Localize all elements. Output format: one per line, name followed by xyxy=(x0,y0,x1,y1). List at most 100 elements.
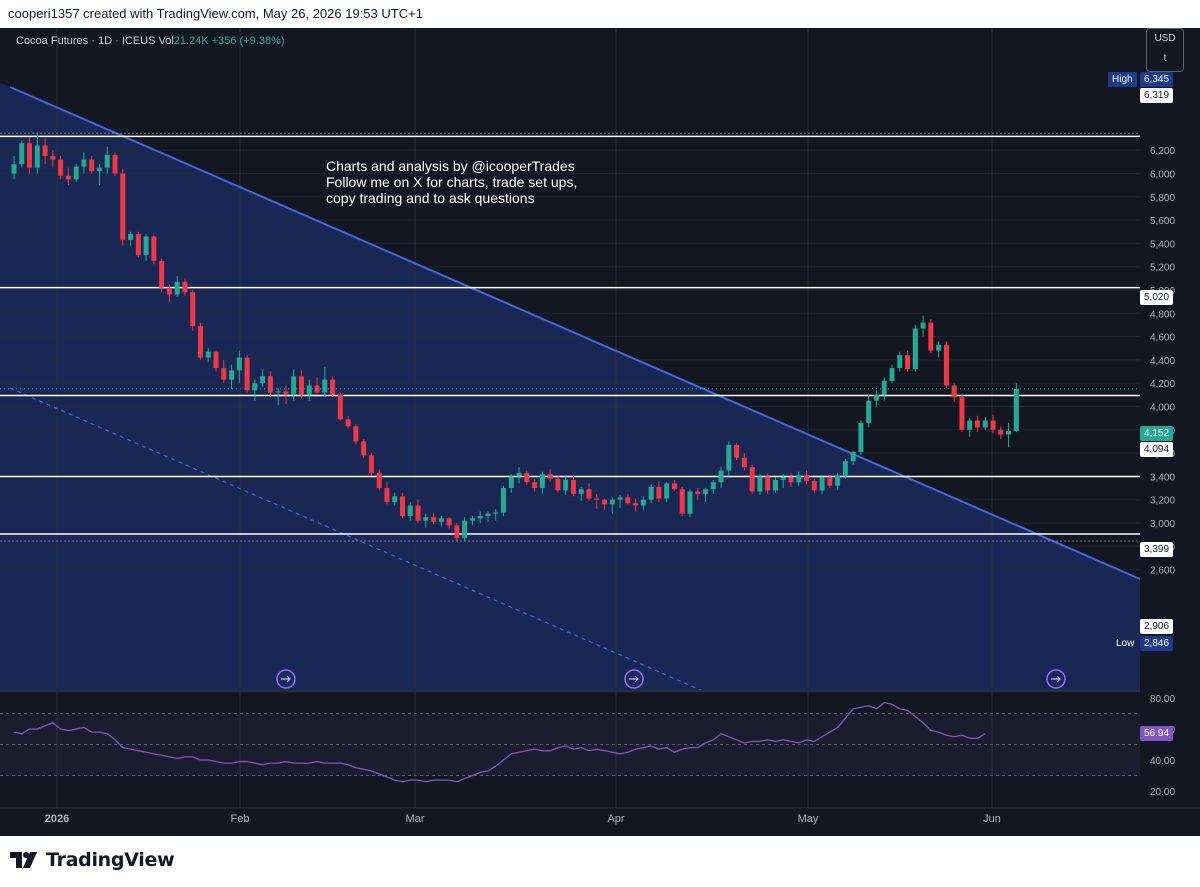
candle-body xyxy=(718,470,724,483)
candle-body xyxy=(951,385,957,398)
currency-unit-button[interactable]: USD t xyxy=(1146,28,1184,72)
chart-area[interactable]: 2,6002,8003,0003,2003,4003,6003,8004,000… xyxy=(0,28,1200,836)
volume-label: Vol xyxy=(158,35,174,47)
level-tag-5020[interactable]: 5,020 xyxy=(1140,290,1174,305)
chart-annotation[interactable]: Charts and analysis by @icooperTrades Fo… xyxy=(326,158,577,206)
candle-body xyxy=(353,426,359,442)
candle-body xyxy=(166,287,172,295)
chart-svg[interactable]: 2,6002,8003,0003,2003,4003,6003,8004,000… xyxy=(0,28,1200,836)
candle-body xyxy=(920,322,926,329)
candle-body xyxy=(337,394,343,420)
y-tick-label: 5,800 xyxy=(1150,193,1175,204)
x-tick-label: 2026 xyxy=(45,813,69,825)
rsi-tick-label: 40.00 xyxy=(1150,756,1175,767)
candle-body xyxy=(516,472,522,477)
candle-body xyxy=(539,474,545,489)
candle-body xyxy=(858,422,864,452)
y-tick-label: 3,000 xyxy=(1150,519,1175,530)
level-tag-4094[interactable]: 4,094 xyxy=(1140,442,1174,457)
candle-body xyxy=(50,156,56,160)
candle-body xyxy=(244,357,250,391)
y-tick-label: 4,600 xyxy=(1150,333,1175,344)
candle-body xyxy=(734,444,740,458)
candle-body xyxy=(912,328,918,370)
candle-body xyxy=(392,496,398,503)
candle-body xyxy=(508,476,514,489)
candle-body xyxy=(469,518,475,521)
tradingview-brand-text: TradingView xyxy=(46,849,175,871)
candle-body xyxy=(959,397,965,430)
tradingview-logo[interactable]: TradingView xyxy=(10,849,175,871)
level-tag-6319[interactable]: 6,319 xyxy=(1140,88,1174,103)
y-tick-label: 3,200 xyxy=(1150,496,1175,507)
candle-body xyxy=(532,482,538,489)
candle-body xyxy=(89,159,95,172)
rsi-value-tag: 56.94 xyxy=(1140,726,1174,741)
candle-body xyxy=(104,154,110,168)
candle-body xyxy=(889,368,895,381)
candle-body xyxy=(27,143,33,168)
candle-body xyxy=(345,419,351,427)
candle-body xyxy=(609,499,615,505)
candle-body xyxy=(602,499,608,505)
attribution-header: cooperi1357 created with TradingView.com… xyxy=(0,0,1200,28)
candle-body xyxy=(594,498,600,500)
candle-body xyxy=(65,175,71,180)
candle-body xyxy=(446,518,452,526)
rsi-tick-label: 80.00 xyxy=(1150,694,1175,705)
y-tick-label: 4,200 xyxy=(1150,379,1175,390)
symbol-legend[interactable]: Cocoa Futures · 1D · ICEUS Vol21.24K +35… xyxy=(16,35,285,47)
annotation-line-2: Follow me on X for charts, trade set ups… xyxy=(326,174,578,190)
candle-body xyxy=(905,355,911,370)
candle-body xyxy=(835,475,841,486)
candle-body xyxy=(151,236,157,261)
currency-unit: t xyxy=(1163,53,1167,64)
candle-body xyxy=(221,368,227,380)
level-tag-2906[interactable]: 2,906 xyxy=(1140,619,1174,634)
y-tick-label: 2,600 xyxy=(1150,566,1175,577)
channel-fill xyxy=(0,82,1140,692)
candle-body xyxy=(213,351,219,369)
candle-body xyxy=(710,482,716,490)
candle-body xyxy=(182,281,188,293)
y-tick-label: 3,400 xyxy=(1150,472,1175,483)
candle-body xyxy=(943,344,949,386)
candle-body xyxy=(291,376,297,395)
candle-body xyxy=(454,525,460,539)
candle-body xyxy=(679,489,685,514)
candle-body xyxy=(873,394,879,401)
rsi-series-line xyxy=(13,701,986,783)
candle-body xyxy=(765,476,771,491)
candle-body xyxy=(190,292,196,327)
candle-body xyxy=(407,505,413,517)
event-marker-arrow-icon xyxy=(1051,675,1061,683)
symbol-name[interactable]: Cocoa Futures xyxy=(16,35,89,47)
candle-body xyxy=(982,420,988,428)
candle-body xyxy=(11,164,17,174)
y-tick-label: 5,600 xyxy=(1150,216,1175,227)
candle-body xyxy=(415,505,421,521)
candle-body xyxy=(501,488,507,513)
candle-body xyxy=(252,383,258,391)
candle-body xyxy=(197,326,203,358)
candle-body xyxy=(850,451,856,462)
candle-body xyxy=(1013,388,1019,431)
candle-body xyxy=(128,234,134,240)
candle-body xyxy=(400,496,405,517)
level-tag-3399[interactable]: 3,399 xyxy=(1140,542,1174,557)
candle-body xyxy=(687,491,693,514)
candle-body xyxy=(640,499,646,506)
low-price-tag: 2,846 xyxy=(1140,636,1174,651)
price-change: +356 (+9.38%) xyxy=(211,35,285,47)
candle-body xyxy=(563,479,569,491)
candle-body xyxy=(741,457,747,468)
annotation-line-1: Charts and analysis by @icooperTrades xyxy=(326,158,575,174)
y-tick-label: 6,000 xyxy=(1150,170,1175,181)
candle-body xyxy=(998,429,1004,435)
y-tick-label: 4,000 xyxy=(1150,403,1175,414)
candle-body xyxy=(298,376,304,395)
volume-value: 21.24K xyxy=(173,35,209,47)
y-tick-label: 4,800 xyxy=(1150,309,1175,320)
candle-body xyxy=(524,472,530,483)
footer: TradingView xyxy=(0,836,1200,887)
